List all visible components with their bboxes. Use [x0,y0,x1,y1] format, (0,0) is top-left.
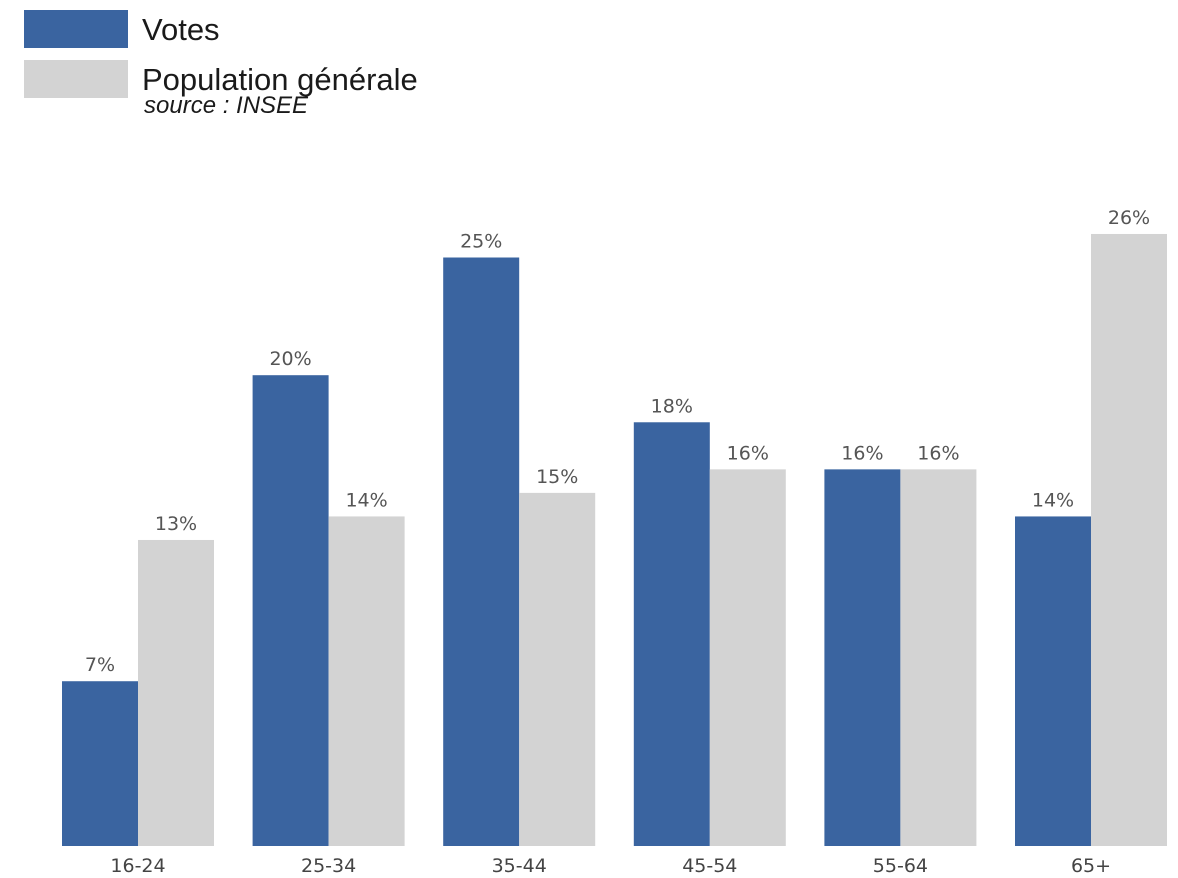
bar-votes-55-64 [824,469,901,846]
data-label-votes-65: 14% [1032,489,1074,511]
data-label-population-generale-16-24: 13% [155,513,197,535]
bar-population-generale-25-34 [328,516,405,846]
legend-label-votes: Votes [142,12,220,47]
x-tick-label-45-54: 45-54 [682,855,737,877]
bar-votes-35-44 [443,257,520,846]
x-tick-label-55-64: 55-64 [873,855,928,877]
legend-swatch-votes [24,10,128,48]
data-label-population-generale-65: 26% [1108,207,1150,229]
bar-votes-45-54 [633,422,710,846]
data-label-votes-16-24: 7% [85,654,115,676]
bar-population-generale-55-64 [900,469,977,846]
source-note: source : INSEE [144,92,309,119]
bar-population-generale-65 [1091,233,1167,846]
x-tick-label-25-34: 25-34 [301,855,356,877]
x-tick-label-16-24: 16-24 [110,855,165,877]
x-tick-label-35-44: 35-44 [492,855,547,877]
bar-votes-25-34 [252,375,329,846]
data-label-population-generale-55-64: 16% [917,442,959,464]
legend-swatch-population [24,60,128,98]
data-label-votes-55-64: 16% [841,442,883,464]
bar-population-generale-16-24 [138,539,214,846]
data-label-votes-45-54: 18% [651,395,693,417]
data-label-votes-25-34: 20% [269,348,311,370]
x-tick-label-65: 65+ [1071,855,1111,877]
legend-label-population: Population générale [142,62,418,97]
bar-population-generale-35-44 [519,492,596,846]
data-label-votes-35-44: 25% [460,231,502,253]
bar-population-generale-45-54 [709,469,786,846]
bar-votes-16-24 [62,681,138,846]
data-label-population-generale-25-34: 14% [345,489,387,511]
data-label-population-generale-35-44: 15% [536,466,578,488]
bar-votes-65 [1015,516,1091,846]
data-label-population-generale-45-54: 16% [727,442,769,464]
